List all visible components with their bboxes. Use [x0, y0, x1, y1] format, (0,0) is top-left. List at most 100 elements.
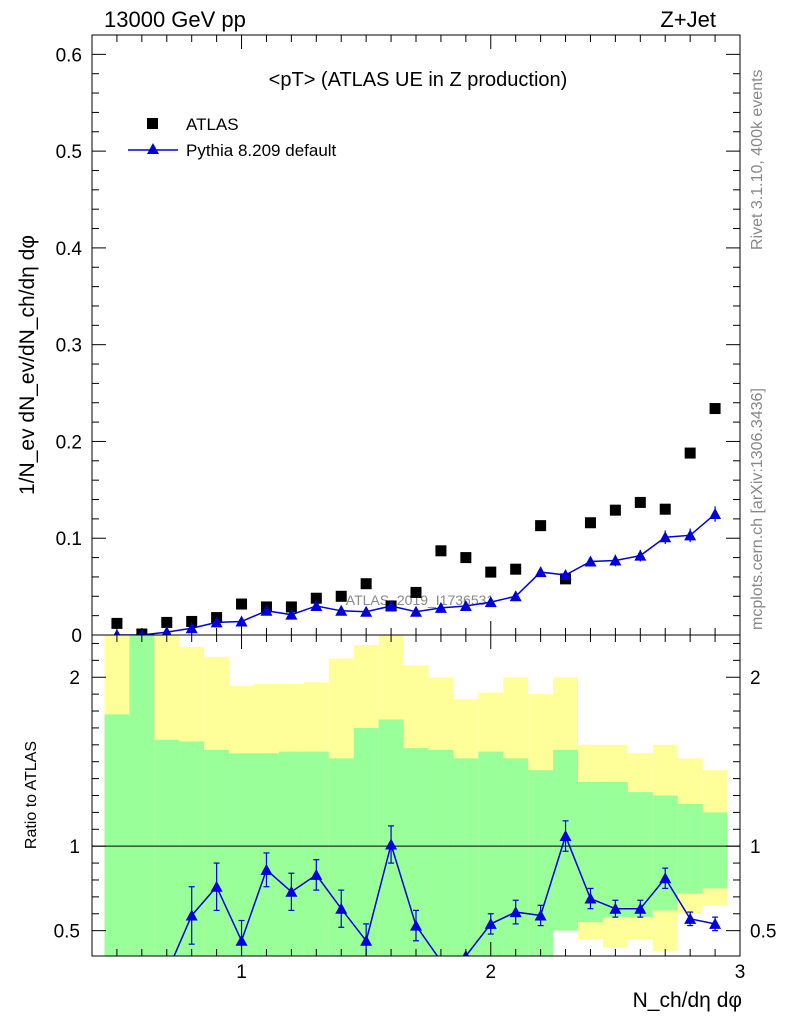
pythia-point [659, 531, 672, 543]
ratio-point [310, 868, 323, 880]
upper-ytick-label: 0.6 [56, 45, 82, 66]
legend-atlas-label: ATLAS [186, 115, 239, 134]
ratio-band-green [677, 803, 703, 894]
upper-ytick-label: 0.1 [56, 529, 82, 550]
legend-pythia-label: Pythia 8.209 default [186, 141, 337, 160]
ratio-band-green [104, 714, 130, 956]
upper-data [110, 403, 722, 640]
upper-ytick-label: 0.5 [56, 142, 82, 163]
lower-axis-ticks: 0.5 0.5 1 1 2 2 1 2 3 [54, 635, 776, 983]
ratio-band-green [528, 770, 554, 956]
atlas-point [535, 520, 547, 532]
upper-ytick-label: 0.4 [56, 239, 83, 260]
ratio-band-green [129, 635, 155, 956]
x-axis-label: N_ch/dη dφ [633, 989, 742, 1012]
atlas-point [111, 617, 123, 629]
atlas-point [186, 615, 198, 627]
atlas-point [609, 504, 621, 516]
pythia-point [160, 626, 173, 638]
lower-ytick-label: 1 [69, 837, 80, 858]
ratio-point [111, 1009, 123, 1020]
ratio-point [684, 912, 697, 924]
lower-ytick-label-right: 1 [750, 837, 761, 858]
ratio-band-green [702, 812, 728, 889]
ratio-point [136, 1009, 148, 1020]
ratio-point [385, 838, 398, 850]
atlas-point [460, 552, 472, 564]
ratio-band-green [154, 739, 180, 956]
side-label-rivet: Rivet 3.1.10, 400k events [749, 69, 766, 250]
upper-title: <pT> (ATLAS UE in Z production) [269, 69, 568, 91]
pythia-point [534, 566, 547, 578]
atlas-point [634, 496, 646, 508]
ratio-band-green [278, 751, 304, 956]
pythia-point [559, 569, 572, 580]
ratio-band-green [428, 749, 454, 956]
atlas-point [485, 566, 497, 578]
atlas-point [236, 598, 248, 610]
atlas-point [584, 517, 596, 529]
atlas-point [659, 503, 671, 515]
atlas-point [709, 403, 721, 415]
legend-pythia-marker [147, 143, 159, 154]
lower-ytick-label-right: 2 [750, 668, 761, 689]
ratio-point [260, 863, 273, 875]
legend-atlas-marker [147, 118, 158, 129]
pythia-point [509, 590, 522, 602]
atlas-point [310, 592, 322, 604]
ratio-point [559, 830, 572, 842]
atlas-point [360, 578, 372, 590]
upper-ytick-label: 0.2 [56, 432, 82, 453]
ratio-point [185, 909, 198, 921]
ratio-point [410, 919, 422, 931]
atlas-point [335, 590, 347, 602]
lower-ylabel: Ratio to ATLAS [23, 741, 40, 849]
x-tick-label: 2 [485, 962, 496, 983]
side-label-mcplots: mcplots.cern.ch [arXiv:1306.3436] [749, 388, 766, 630]
ratio-band-green [303, 751, 329, 956]
pythia-point [609, 554, 622, 566]
legend: ATLAS Pythia 8.209 default [128, 115, 337, 160]
ratio-band-green [627, 792, 653, 918]
ratio-band-green [353, 727, 379, 956]
ratio-point [709, 917, 722, 929]
upper-ytick-label: 0 [71, 626, 82, 647]
upper-ylabel: 1/N_ev dN_ev/dN_ch/dη dφ [16, 235, 39, 495]
ratio-point [534, 909, 547, 921]
ratio-band-green [204, 749, 230, 956]
ratio-point [285, 885, 298, 897]
atlas-point [161, 616, 173, 628]
pythia-point [434, 601, 447, 613]
x-tick-label: 3 [735, 962, 746, 983]
atlas-point [410, 586, 422, 598]
atlas-point [510, 563, 522, 575]
pythia-line [116, 513, 716, 636]
ratio-point [584, 892, 597, 904]
ratio-point [210, 880, 223, 892]
ratio-point [609, 902, 622, 914]
ratio-band-green [453, 758, 479, 956]
ratio-band-green [503, 758, 529, 956]
ratio-point [659, 872, 672, 884]
atlas-point [285, 601, 297, 613]
lower-panel: 0.5 0.5 1 1 2 2 1 2 3 Ratio to ATLAS N_ch/dη dφ [23, 634, 776, 1020]
pythia-point [235, 615, 248, 627]
pythia-point [584, 555, 597, 567]
x-tick-label: 1 [236, 962, 247, 983]
pythia-point [260, 604, 273, 616]
pythia-point [285, 608, 298, 620]
header-right: Z+Jet [660, 7, 716, 32]
pythia-point [484, 596, 497, 608]
pythia-point [185, 622, 198, 634]
ratio-point [509, 906, 522, 918]
ratio-band-green [602, 781, 628, 918]
pythia-point [385, 599, 398, 611]
upper-ytick-label: 0.3 [56, 336, 82, 357]
ratio-point [161, 967, 173, 978]
upper-panel: 0 0.1 0.2 0.3 0.4 0.5 0.6 <pT> (ATLAS UE in Z … [16, 34, 741, 647]
pythia-point [410, 605, 422, 617]
watermark: ATLAS_2019_I1736531 [346, 592, 495, 608]
lower-ytick-label-right: 0.5 [750, 922, 776, 943]
lower-ytick-label: 2 [69, 668, 80, 689]
